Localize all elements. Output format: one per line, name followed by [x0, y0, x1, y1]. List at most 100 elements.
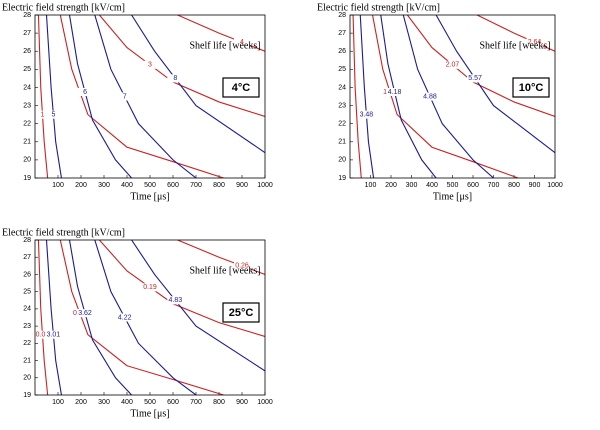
x-tick-label: 900	[236, 182, 248, 189]
contour-label-bg	[142, 283, 158, 292]
contour-line	[380, 15, 437, 178]
contour-group: 1.572.072.643.484.184.885.57	[352, 15, 555, 178]
x-tick-label: 800	[213, 399, 225, 406]
contour-label-bg	[386, 87, 403, 96]
x-tick-label: 700	[488, 182, 500, 189]
contour-label: 2.64	[528, 39, 542, 46]
y-tick-label: 26	[23, 48, 31, 55]
contour-label-bg	[444, 60, 461, 69]
y-axis-title: Electric field strength [kV/cm]	[2, 227, 125, 238]
panel-label: 4°C	[232, 82, 251, 94]
contour-label: 5	[51, 111, 55, 118]
y-tick-label: 28	[23, 12, 31, 19]
annotation: Shelf life [weeks]	[479, 40, 550, 51]
y-axis-title: Electric field strength [kV/cm]	[2, 2, 125, 13]
x-axis-title: Time [μs]	[433, 191, 472, 202]
y-tick-label: 28	[338, 12, 346, 19]
contour-label: 0.19	[143, 284, 157, 291]
panel-label-box	[222, 77, 260, 98]
x-tick-label: 600	[167, 182, 179, 189]
x-tick-label: 200	[75, 399, 87, 406]
x-tick-label: 700	[190, 182, 202, 189]
contour-label: 0.26	[235, 263, 249, 270]
y-tick-label: 19	[23, 392, 31, 399]
contour-label-bg	[167, 74, 184, 83]
contour-label: 4.22	[118, 314, 132, 321]
panel-label: 25°C	[229, 307, 254, 319]
contour-label-bg	[234, 38, 250, 47]
contour-line	[59, 15, 224, 178]
y-tick-label: 24	[23, 306, 31, 313]
contour-line	[59, 240, 224, 395]
contour-label-bg	[45, 330, 62, 339]
contour-label: 5.57	[468, 75, 482, 82]
contour-line	[68, 15, 133, 178]
contour-label-bg	[526, 38, 543, 47]
y-tick-label: 19	[338, 175, 346, 182]
y-tick-label: 20	[338, 157, 346, 164]
contour-line	[45, 240, 62, 395]
contour-label-bg	[234, 261, 250, 270]
x-tick-label: 400	[121, 399, 133, 406]
y-tick-label: 25	[338, 66, 346, 73]
x-tick-label: 300	[98, 182, 110, 189]
annotation: Shelf life [weeks]	[189, 40, 260, 51]
contour-label-bg	[45, 110, 62, 119]
contour-label: 4.18	[388, 89, 402, 96]
contour-label: 3.48	[360, 111, 374, 118]
x-tick-label: 600	[167, 399, 179, 406]
x-tick-label: 500	[447, 182, 459, 189]
y-tick-label: 28	[23, 237, 31, 244]
contour-label: 3.01	[47, 332, 61, 339]
contour-label-bg	[358, 110, 375, 119]
x-tick-label: 400	[426, 182, 438, 189]
x-tick-label: 200	[385, 182, 397, 189]
contour-label: 7	[123, 93, 127, 100]
contour-line	[45, 15, 62, 178]
contour-label: 4.83	[168, 297, 182, 304]
contour-label-bg	[421, 92, 438, 101]
contour-line	[402, 15, 494, 178]
y-tick-label: 19	[23, 175, 31, 182]
contour-label: 3	[148, 62, 152, 69]
plot-frame	[349, 14, 556, 179]
x-tick-label: 700	[190, 399, 202, 406]
x-tick-label: 600	[467, 182, 479, 189]
contour-label: 2.07	[446, 62, 460, 69]
contour-label-bg	[142, 60, 158, 69]
x-tick-label: 200	[75, 182, 87, 189]
y-tick-label: 24	[23, 84, 31, 91]
y-tick-label: 25	[23, 66, 31, 73]
x-tick-label: 800	[213, 182, 225, 189]
contour-label: 6	[83, 89, 87, 96]
x-tick-label: 900	[236, 399, 248, 406]
contour-line	[98, 15, 265, 117]
contour-line	[94, 240, 197, 395]
x-tick-label: 100	[365, 182, 377, 189]
y-tick-label: 22	[338, 121, 346, 128]
plot-frame	[34, 14, 266, 179]
contour-label: 8	[173, 75, 177, 82]
contour-label: 3.62	[78, 310, 92, 317]
y-tick-label: 27	[338, 30, 346, 37]
y-tick-label: 20	[23, 157, 31, 164]
y-tick-label: 27	[23, 30, 31, 37]
contour-label-bg	[116, 92, 133, 101]
contour-label: 0.05	[36, 332, 50, 339]
contour-line	[37, 240, 49, 395]
x-axis-title: Time [μs]	[130, 408, 169, 419]
contour-label-bg	[35, 110, 51, 119]
y-tick-label: 24	[338, 84, 346, 91]
y-tick-label: 26	[338, 48, 346, 55]
y-tick-label: 21	[338, 139, 346, 146]
x-tick-label: 800	[508, 182, 520, 189]
y-tick-label: 22	[23, 121, 31, 128]
panel-label: 10°C	[519, 82, 544, 94]
x-axis-title: Time [μs]	[130, 191, 169, 202]
contour-line	[359, 15, 375, 178]
contour-label-bg	[116, 313, 133, 322]
y-tick-label: 26	[23, 271, 31, 278]
contour-line	[352, 15, 362, 178]
plot-frame	[34, 239, 266, 396]
